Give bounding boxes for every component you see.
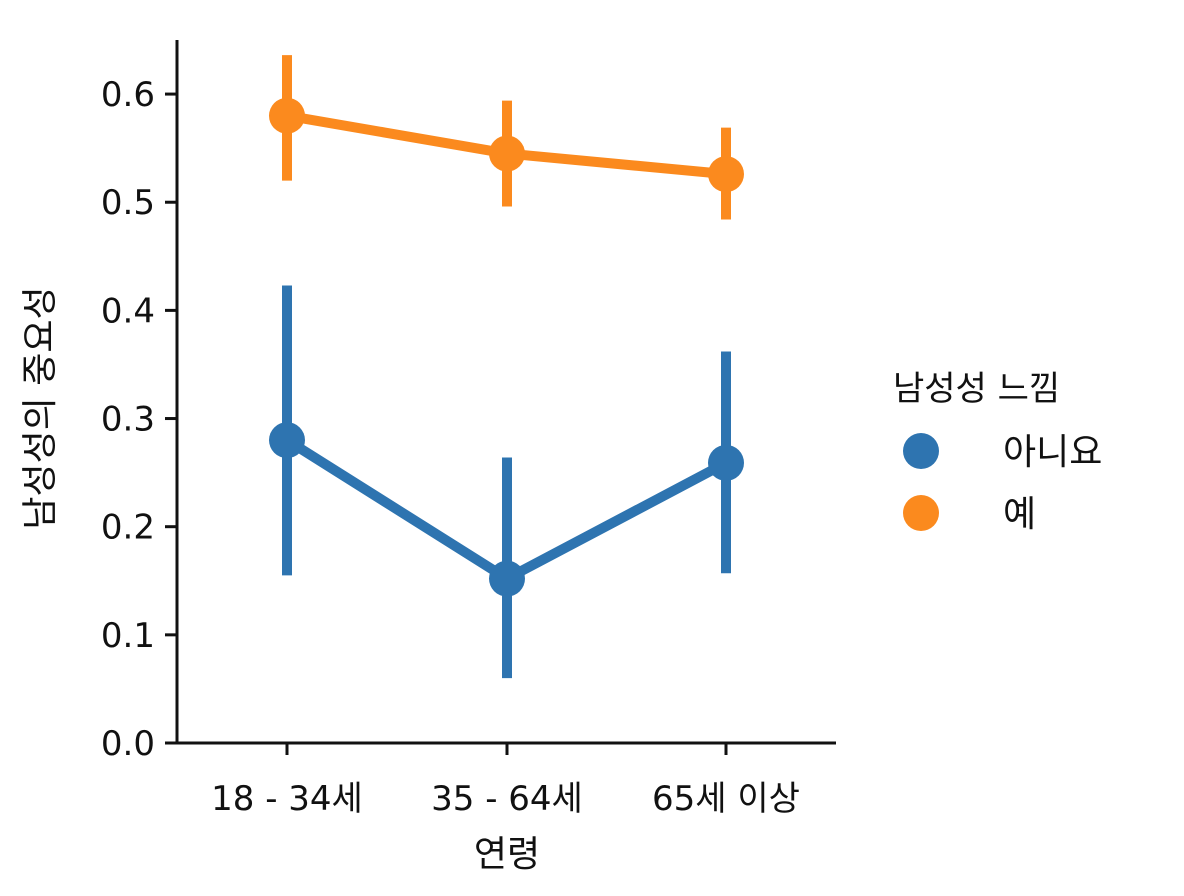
y-tick-label: 0.3 bbox=[101, 400, 155, 440]
x-axis-title: 연령 bbox=[474, 834, 540, 875]
x-tick-label: 35 - 64세 bbox=[431, 779, 583, 819]
x-tick-label: 18 - 34세 bbox=[211, 779, 363, 819]
series-2 bbox=[269, 55, 744, 220]
legend-marker bbox=[903, 495, 939, 531]
axes: 0.0 0.1 0.2 0.3 0.4 0.5 0.6 18 - 34세 35 - 64세 65세… bbox=[101, 40, 836, 819]
y-tick-label: 0.5 bbox=[101, 183, 155, 223]
data-point bbox=[269, 97, 305, 134]
y-tick-label: 0.4 bbox=[101, 291, 155, 331]
legend-title: 남성성 느낌 bbox=[893, 369, 1060, 409]
data-point bbox=[708, 156, 744, 193]
y-tick-label: 0.1 bbox=[101, 616, 155, 656]
y-tick-label: 0.2 bbox=[101, 508, 155, 548]
legend-marker bbox=[903, 433, 939, 469]
legend-label: 예 bbox=[1003, 494, 1036, 535]
data-point bbox=[489, 560, 525, 597]
data-point bbox=[269, 422, 305, 459]
series-1 bbox=[269, 285, 744, 679]
y-tick-label: 0.0 bbox=[101, 724, 155, 764]
y-tick-label: 0.6 bbox=[101, 75, 155, 115]
legend-label: 아니요 bbox=[1003, 432, 1102, 473]
data-point bbox=[708, 444, 744, 481]
data-point bbox=[489, 135, 525, 172]
plot-area bbox=[269, 55, 744, 679]
y-axis-title: 남성성의 중요성 bbox=[20, 286, 61, 529]
x-tick-label: 65세 이상 bbox=[652, 779, 800, 819]
